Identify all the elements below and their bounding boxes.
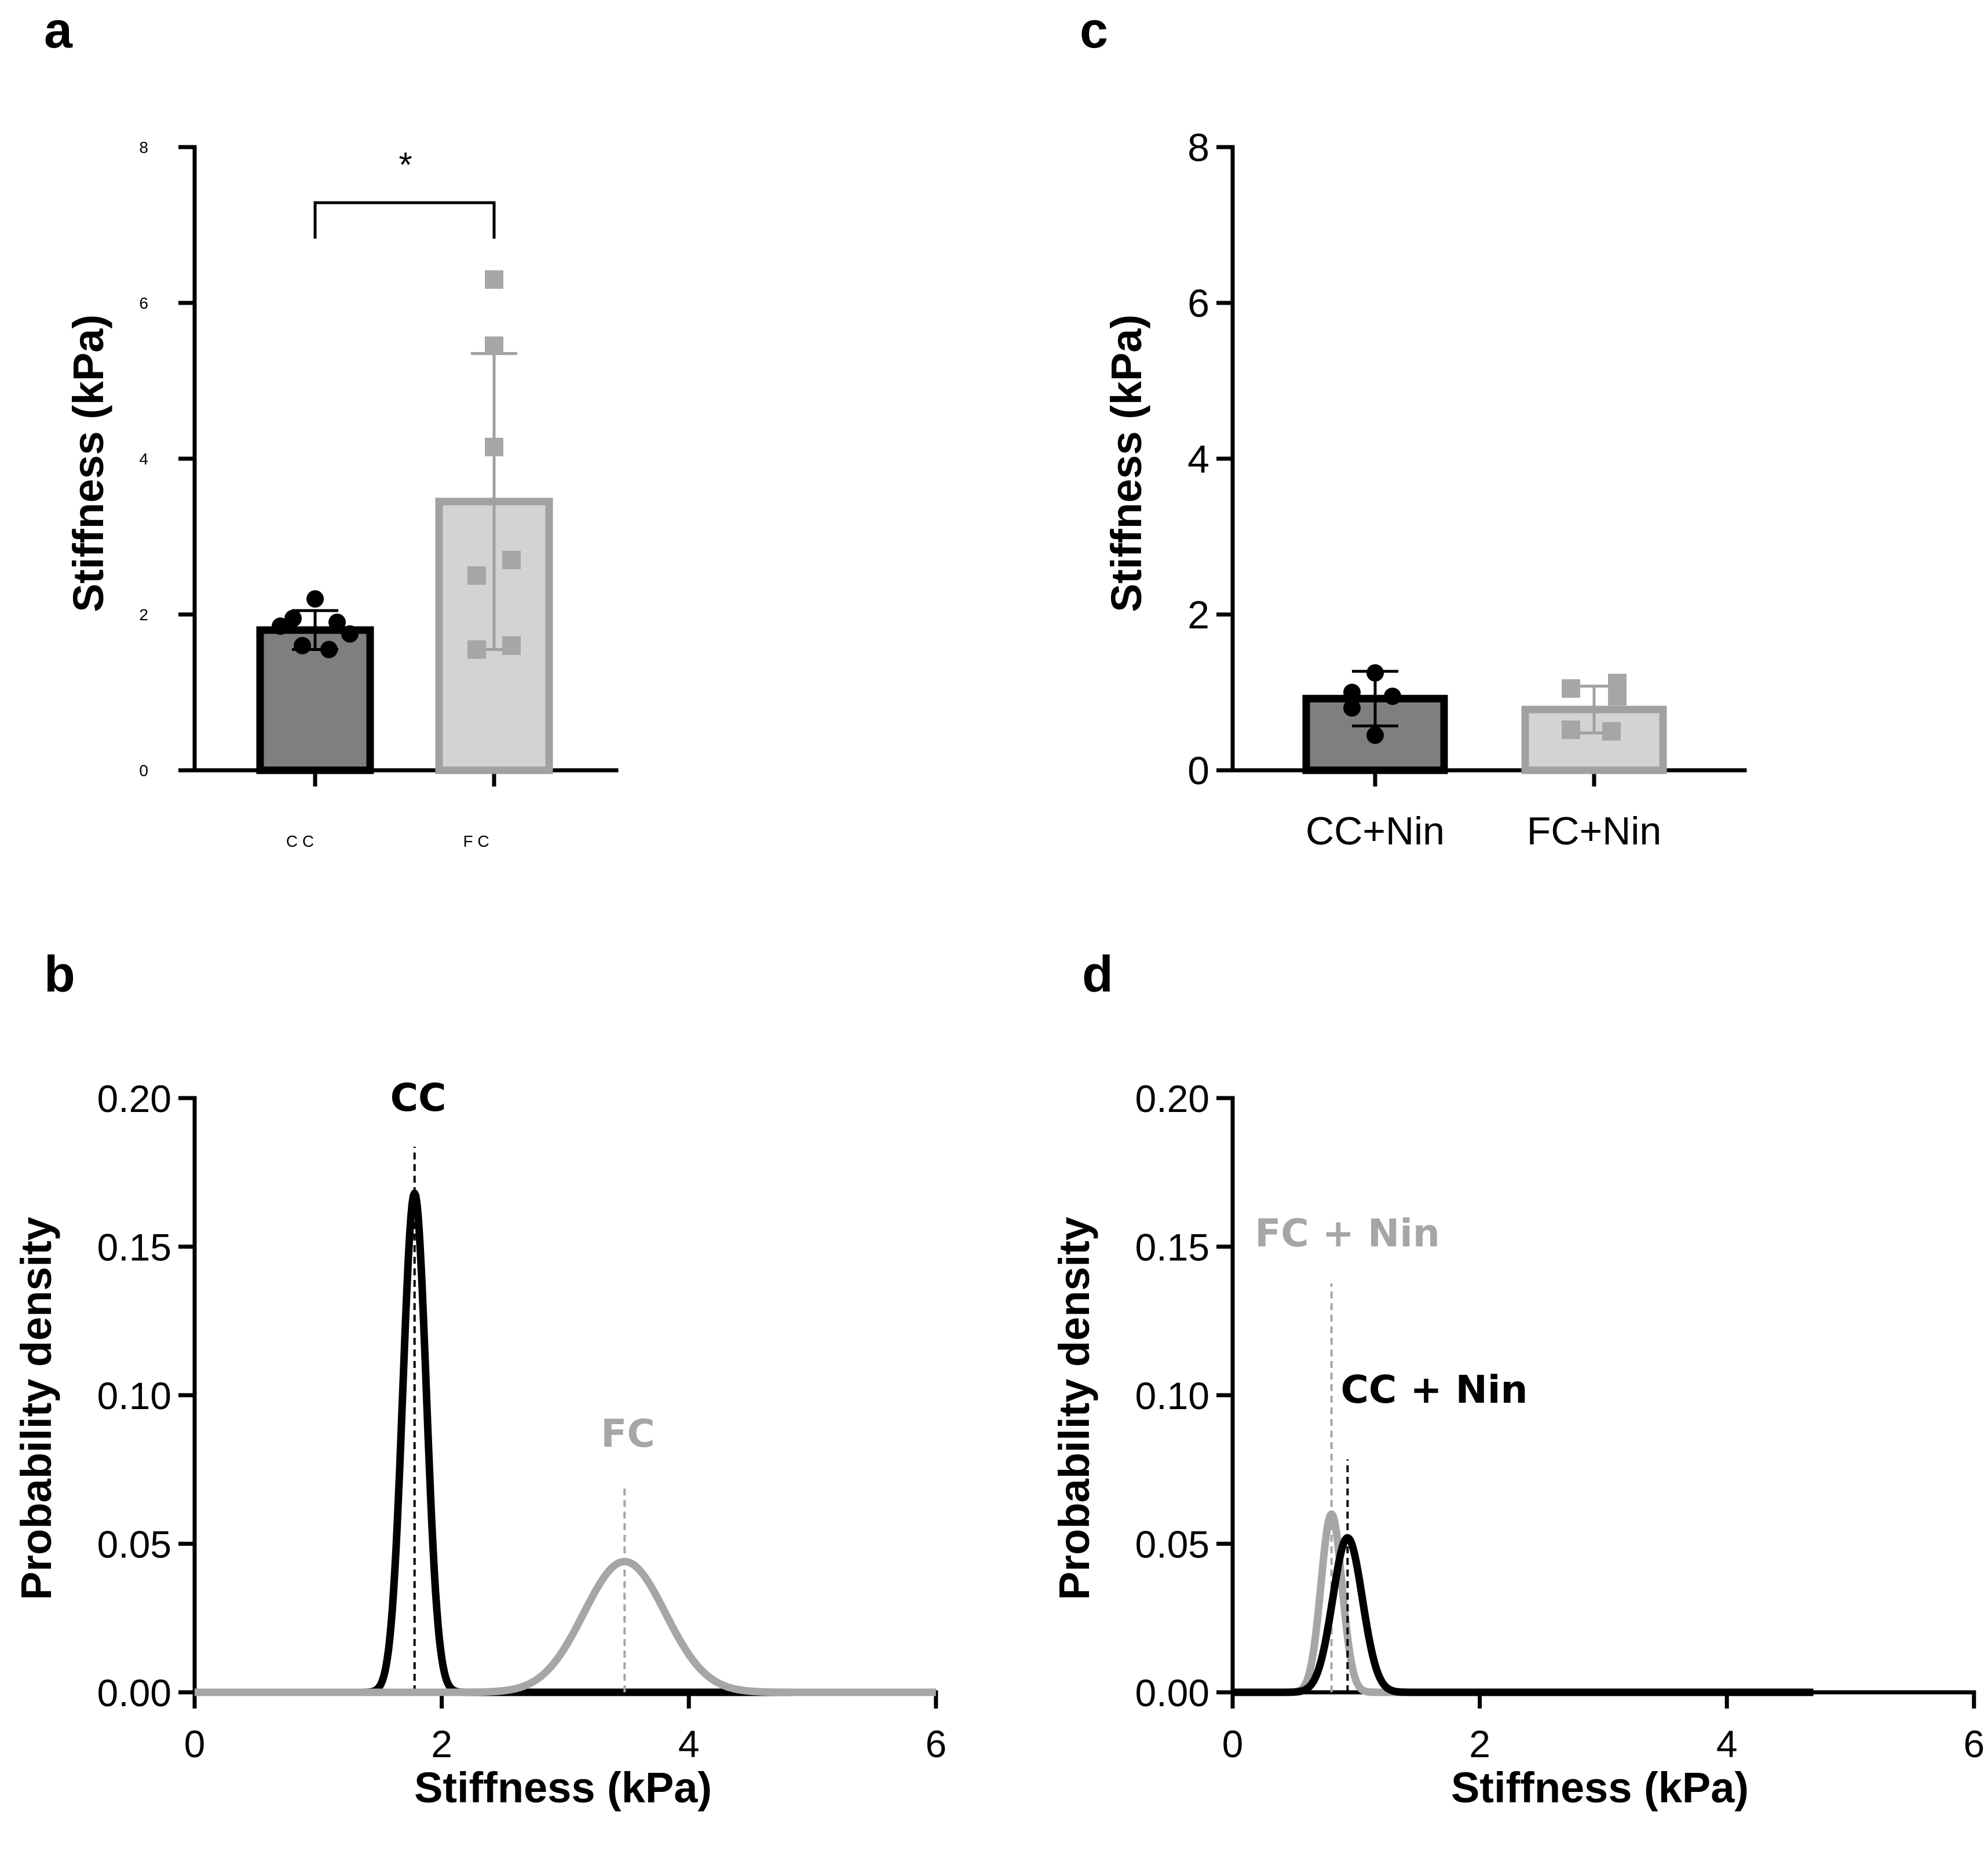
- curve-label-cc-nin: CC + Nin: [1341, 1367, 1528, 1412]
- data-point: [485, 336, 503, 355]
- panel-letter-a: a: [44, 1, 73, 58]
- data-point: [502, 636, 521, 655]
- x-tick-label-a-1: F C: [463, 832, 489, 850]
- curve-label-fc: FC: [601, 1411, 655, 1456]
- y-tick-label: 6: [1187, 281, 1209, 325]
- x-axis-title-b: Stiffness (kPa): [414, 1764, 712, 1812]
- x-tick-label: 6: [925, 1722, 947, 1765]
- x-tick-label: 2: [1469, 1722, 1490, 1765]
- significance-bracket: [313, 201, 496, 239]
- data-point: [467, 640, 486, 659]
- data-point: [284, 609, 302, 627]
- data-point: [294, 636, 311, 654]
- y-tick-label: 8: [1187, 126, 1209, 170]
- data-point: [485, 270, 503, 289]
- density-curve: [192, 1557, 939, 1696]
- y-tick-label: 4: [1187, 437, 1209, 481]
- x-tick-label: 4: [1716, 1722, 1738, 1765]
- y-tick-label: 0.00: [1135, 1671, 1209, 1714]
- y-tick-label: 8: [139, 138, 148, 156]
- y-axis-title-b: Probability density: [12, 1217, 60, 1600]
- data-point: [1608, 687, 1627, 706]
- data-point: [328, 613, 346, 631]
- data-point: [1366, 726, 1384, 744]
- y-tick-label: 2: [139, 606, 148, 624]
- data-point: [306, 590, 324, 608]
- y-tick-label: 0: [1187, 749, 1209, 793]
- x-tick-label: 4: [678, 1722, 700, 1765]
- data-point: [1343, 699, 1361, 717]
- data-point: [1366, 664, 1384, 682]
- panel-letter-b: b: [44, 945, 75, 1003]
- x-axis-title-d: Stiffness (kPa): [1451, 1764, 1749, 1812]
- panel-letter-c: c: [1080, 1, 1108, 58]
- curve-label-fc-nin: FC + Nin: [1255, 1211, 1440, 1256]
- y-axis-title-d: Probability density: [1050, 1217, 1098, 1600]
- y-tick-label: 2: [1187, 593, 1209, 637]
- x-tick-label: 2: [431, 1722, 452, 1765]
- y-axis-title-a: Stiffness (kPa): [64, 314, 112, 612]
- x-tick-label: 0: [184, 1722, 206, 1765]
- bar: [256, 626, 374, 774]
- data-point: [485, 437, 503, 456]
- data-point: [1602, 722, 1621, 741]
- y-tick-label: 0.20: [1135, 1077, 1209, 1120]
- x-tick-label: 0: [1222, 1722, 1244, 1765]
- data-point: [320, 641, 338, 659]
- y-tick-label: 4: [139, 450, 148, 468]
- x-tick-label: 6: [1963, 1722, 1985, 1765]
- data-point: [502, 550, 521, 569]
- density-curve: [192, 1189, 939, 1696]
- density-curve: [1230, 1534, 1816, 1696]
- y-tick-label: 0.20: [97, 1077, 171, 1120]
- y-tick-label: 0.10: [1135, 1374, 1209, 1417]
- y-tick-label: 0.05: [97, 1523, 171, 1566]
- curve-label-cc: CC: [390, 1076, 447, 1120]
- y-tick-label: 0.15: [1135, 1226, 1209, 1269]
- x-tick-label-c-0: CC+Nin: [1306, 809, 1445, 853]
- data-point: [1562, 720, 1580, 740]
- data-point: [1343, 683, 1361, 701]
- significance-star: *: [399, 145, 412, 184]
- y-axis-title-c: Stiffness (kPa): [1102, 314, 1150, 612]
- data-point: [467, 566, 486, 585]
- panel-d: d Probability density Stiffness (kPa) 0.…: [1050, 945, 1985, 1812]
- data-point: [272, 617, 289, 635]
- panel-a: a Stiffness (kPa) 0 2 4 6 8 * C C F C: [44, 1, 619, 850]
- panel-b: b Probability density Stiffness (kPa) 0.…: [12, 945, 947, 1812]
- y-tick-label: 0.15: [97, 1226, 171, 1269]
- y-tick-label: 0.00: [97, 1671, 171, 1714]
- x-tick-label-c-1: FC+Nin: [1527, 809, 1661, 853]
- data-point: [1562, 679, 1580, 698]
- y-tick-label: 0.10: [97, 1374, 171, 1417]
- y-tick-label: 0.05: [1135, 1523, 1209, 1566]
- x-tick-label-a-0: C C: [286, 832, 314, 850]
- panel-letter-d: d: [1082, 945, 1113, 1003]
- data-point: [341, 625, 359, 643]
- panel-c: c Stiffness (kPa) 0 2 4 6 8 CC+Nin FC+Nin: [1080, 1, 1747, 853]
- y-tick-label: 6: [139, 294, 148, 312]
- y-tick-label: 0: [139, 762, 148, 780]
- data-point: [1384, 687, 1401, 705]
